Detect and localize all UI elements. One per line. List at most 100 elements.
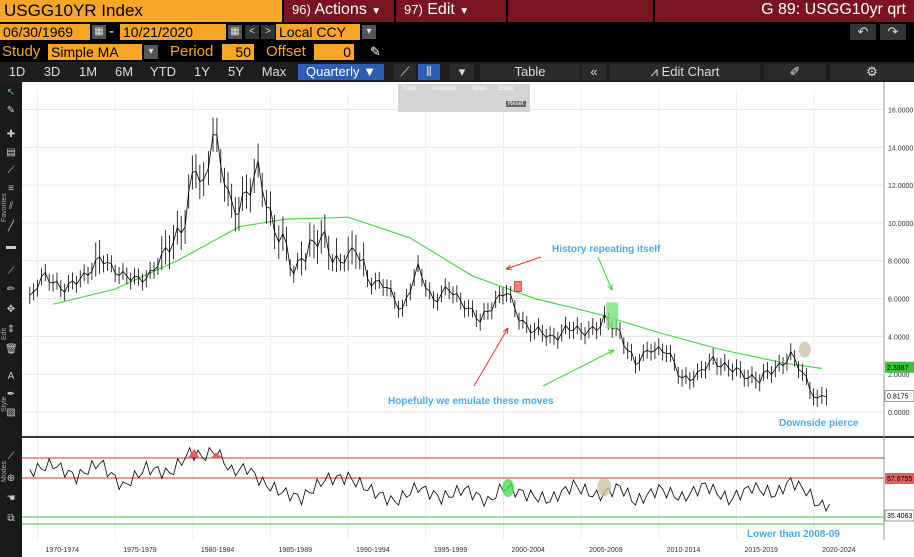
undo-icon[interactable]: ↶ bbox=[850, 24, 876, 40]
arrow-history-red bbox=[505, 256, 542, 270]
main-grid bbox=[22, 82, 914, 540]
gear-icon[interactable]: ⚙ bbox=[830, 64, 914, 80]
period-1y[interactable]: 1Y bbox=[194, 64, 210, 79]
rsi-overbought-fill bbox=[211, 452, 223, 458]
fill-icon[interactable]: ▨ bbox=[6, 407, 16, 418]
annotation-emulate: Hopefully we emulate these moves bbox=[388, 396, 554, 407]
bar-chart-icon[interactable]: ⫴ bbox=[418, 64, 440, 80]
chart-title: G 89: USGG10yr qrt bbox=[655, 0, 914, 22]
rsi-highlight-green bbox=[502, 479, 515, 497]
crosshair-icon[interactable]: ✚ bbox=[6, 129, 16, 140]
bars-icon[interactable]: ▤ bbox=[6, 147, 16, 158]
calendar-icon[interactable]: ▦ bbox=[228, 25, 242, 39]
pencil-tool-icon[interactable]: ✏ bbox=[6, 284, 16, 295]
rsi-highlight-tan bbox=[597, 478, 612, 496]
link-icon[interactable]: ⧉ bbox=[7, 513, 15, 524]
study-label: Study bbox=[2, 43, 41, 60]
channel-icon[interactable]: ⫽ bbox=[8, 201, 14, 212]
line-chart-icon[interactable]: ⟋ bbox=[394, 64, 416, 80]
rsi-overbought-fill bbox=[188, 448, 200, 458]
dropdown-arrow-icon: ▼ bbox=[459, 6, 470, 17]
period-1m[interactable]: 1M bbox=[78, 64, 98, 79]
edit-chart-button[interactable]: ⩘ Edit Chart bbox=[610, 64, 760, 80]
annotation-history: History repeating itself bbox=[552, 244, 661, 255]
table-button[interactable]: Table bbox=[480, 64, 580, 80]
hline-icon[interactable]: ▬ bbox=[6, 241, 16, 252]
header-spacer bbox=[508, 0, 653, 22]
ruler-icon[interactable]: ⟋ bbox=[7, 266, 15, 277]
zoom-icon[interactable]: ⊕ bbox=[6, 473, 16, 484]
period-toolbar: 1D 3D 1M 6M YTD 1Y 5Y Max Quarterly ▼ ⟋ … bbox=[0, 62, 914, 82]
highlight-ellipse bbox=[798, 341, 811, 358]
edit-number: 97) bbox=[404, 2, 423, 17]
frequency-select[interactable]: Quarterly ▼ bbox=[298, 64, 384, 80]
edit-chart-label: Edit Chart bbox=[661, 64, 720, 79]
measure-icon[interactable]: ⟋ bbox=[7, 451, 15, 462]
actions-menu[interactable]: 96) Actions ▼ bbox=[284, 0, 394, 22]
arrow-emulate-green-head bbox=[607, 349, 615, 355]
cursor-icon[interactable]: ↖ bbox=[6, 87, 16, 98]
period-6m[interactable]: 6M bbox=[114, 64, 134, 79]
highlight-box-red bbox=[514, 281, 522, 292]
y-tick-label: 0.0000 bbox=[888, 410, 910, 417]
date-back-icon[interactable]: < bbox=[245, 25, 259, 39]
study-select[interactable]: Simple MA bbox=[48, 44, 142, 60]
edit-menu[interactable]: 97) Edit ▼ bbox=[396, 0, 506, 22]
y-tick-label: 12.0000 bbox=[888, 183, 913, 190]
arrow-history-green bbox=[597, 256, 613, 291]
y-tick-label: 10.0000 bbox=[888, 221, 913, 228]
rsi-panel: 57.8755 35.4063 bbox=[22, 446, 914, 525]
period-ytd[interactable]: YTD bbox=[150, 64, 176, 79]
line-tool-icon[interactable]: ╱ bbox=[7, 221, 15, 232]
x-tick-label: 1970-1974 bbox=[46, 547, 80, 554]
y-tick-label: 14.0000 bbox=[888, 145, 913, 152]
pencil-icon[interactable]: ✎ bbox=[370, 44, 381, 59]
chevron-down-icon[interactable]: ▾ bbox=[362, 25, 376, 39]
collapse-icon[interactable]: « bbox=[582, 64, 606, 80]
study-bar: Study Simple MA ▾ Period 50 Offset 0 ✎ bbox=[0, 42, 914, 62]
date-forward-icon[interactable]: > bbox=[261, 25, 275, 39]
move-icon[interactable]: ✥ bbox=[6, 304, 16, 315]
rsi-lower-tag bbox=[884, 509, 914, 522]
period-1d[interactable]: 1D bbox=[8, 64, 26, 79]
date-separator: - bbox=[109, 23, 114, 40]
period-3d[interactable]: 3D bbox=[43, 64, 61, 79]
fib-icon[interactable]: ≡ bbox=[8, 183, 14, 194]
options-bar: 06/30/1969 ▦ - 10/21/2020 ▦ < > Local CC… bbox=[0, 22, 914, 42]
end-date-field[interactable]: 10/21/2020 bbox=[120, 24, 226, 40]
zoom-tool[interactable]: Zoom bbox=[498, 86, 514, 92]
news-tool[interactable]: News bbox=[472, 86, 488, 92]
calendar-icon[interactable]: ▦ bbox=[92, 25, 106, 39]
left-sidebar: ↖ ✎ ✚ ▤ ⟋ ≡ ⫽ ╱ ▬ ⟋ ✏ ✥ ⇕ 🗑 A ✒ ▨ ⟋ ⊕ ☚ … bbox=[0, 82, 22, 557]
period-max[interactable]: Max bbox=[261, 64, 287, 79]
rsi-upper-tag bbox=[885, 473, 914, 484]
period-5y[interactable]: 5Y bbox=[228, 64, 244, 79]
x-tick-label: 1980-1984 bbox=[201, 547, 235, 554]
text-icon[interactable]: A bbox=[7, 371, 15, 382]
hand-icon[interactable]: ☚ bbox=[6, 493, 16, 504]
chevron-down-icon[interactable]: ▾ bbox=[450, 64, 474, 80]
reset-button[interactable]: Reset bbox=[506, 101, 526, 107]
rsi-lower-label: 35.4063 bbox=[887, 513, 912, 520]
arrow-emulate-red-head bbox=[502, 327, 509, 335]
brush-icon[interactable]: ✒ bbox=[6, 389, 16, 400]
offset-field[interactable]: 0 bbox=[314, 44, 354, 60]
trend-icon[interactable]: ⟋ bbox=[7, 165, 15, 176]
arrows-icon[interactable]: ⇕ bbox=[6, 324, 16, 335]
redo-icon[interactable]: ↷ bbox=[880, 24, 906, 40]
y-tick-label: 16.0000 bbox=[888, 107, 913, 114]
trash-icon[interactable]: 🗑 bbox=[5, 344, 18, 355]
currency-select[interactable]: Local CCY bbox=[276, 24, 360, 40]
x-axis: 1970-1974 1975-1979 1980-1984 1985-1989 1990… bbox=[46, 547, 856, 554]
track-tool[interactable]: Track bbox=[402, 86, 417, 92]
start-date-field[interactable]: 06/30/1969 bbox=[0, 24, 90, 40]
draw-icon[interactable]: ✎ bbox=[6, 105, 16, 116]
period-field[interactable]: 50 bbox=[222, 44, 254, 60]
annotate-tool-icon[interactable]: ✐ bbox=[764, 64, 826, 80]
annotate-tool[interactable]: Annotate bbox=[432, 86, 457, 92]
ticker-field[interactable]: USGG10YR Index bbox=[0, 0, 282, 22]
chevron-down-icon[interactable]: ▾ bbox=[144, 45, 158, 59]
price-line bbox=[29, 134, 827, 399]
actions-number: 96) bbox=[292, 2, 311, 17]
